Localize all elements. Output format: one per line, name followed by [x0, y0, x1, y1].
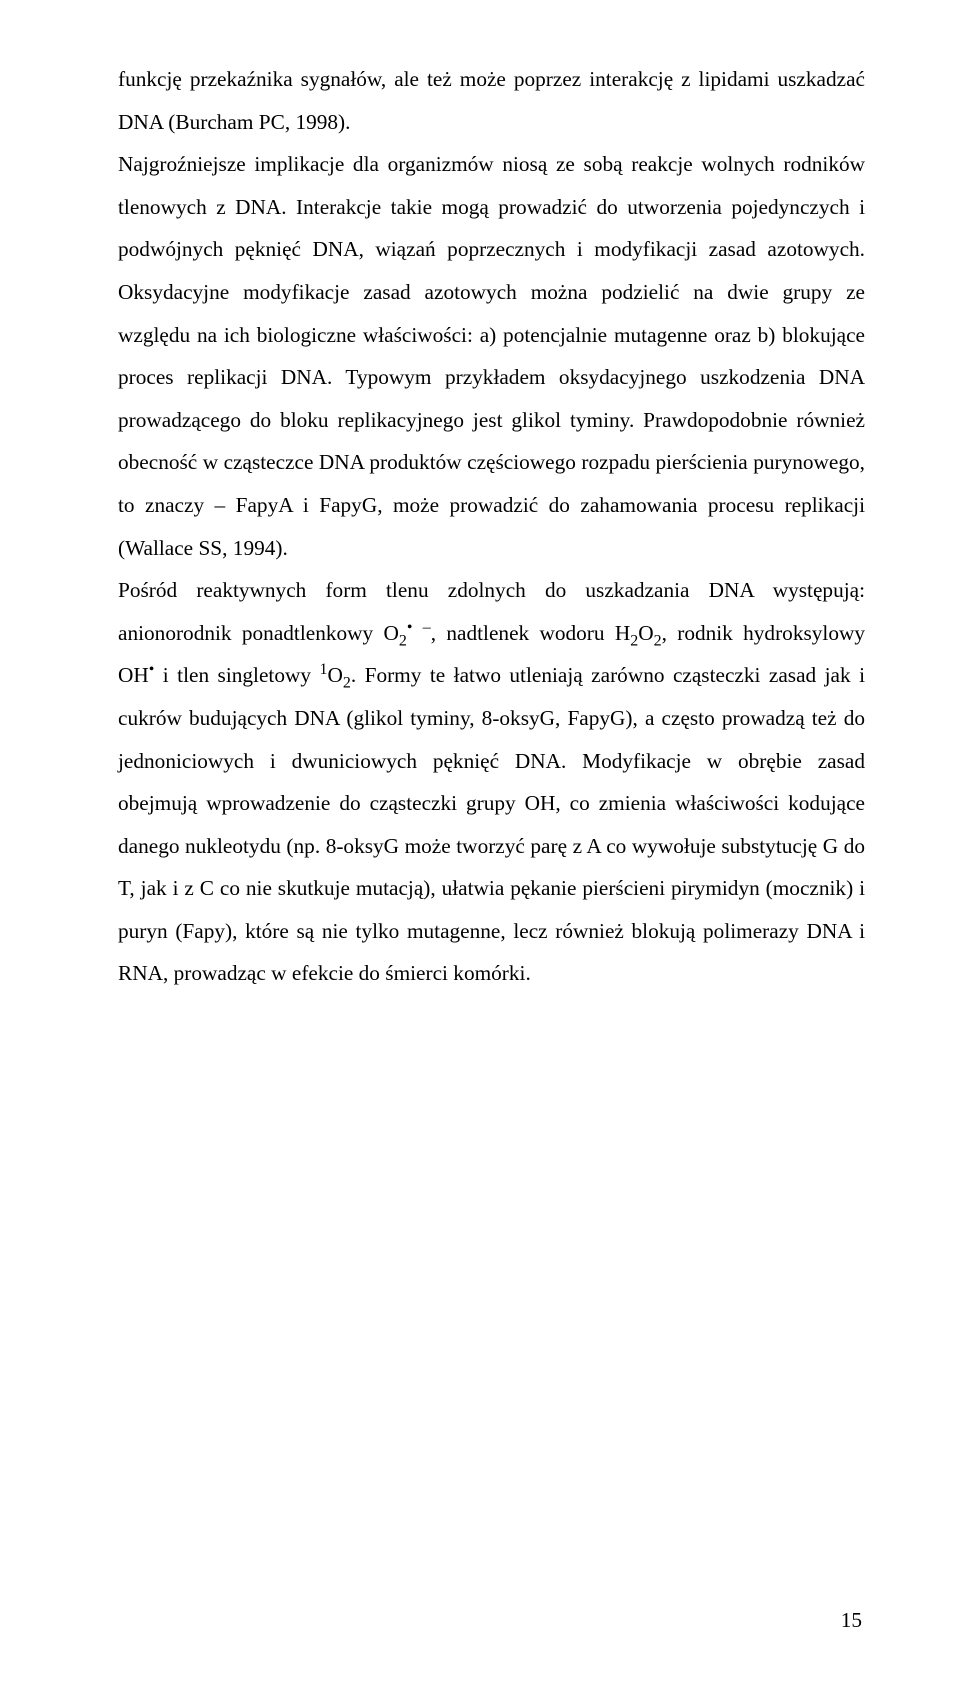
paragraph-3-part6: O: [327, 663, 342, 687]
subscript-2c: 2: [654, 632, 662, 649]
paragraph-2: Najgroźniejsze implikacje dla organizmów…: [118, 152, 865, 559]
page-number: 15: [841, 1608, 862, 1633]
superscript-minus: –: [423, 619, 431, 636]
paragraph-3-part2: , nadtlenek wodoru H: [431, 621, 630, 645]
body-text: funkcję przekaźnika sygnałów, ale też mo…: [118, 58, 865, 995]
paragraph-3-part7: . Formy te łatwo utleniają zarówno cząst…: [118, 663, 865, 985]
document-page: funkcję przekaźnika sygnałów, ale też mo…: [0, 0, 960, 1701]
subscript-2a: 2: [399, 632, 407, 649]
paragraph-3-part3: O: [638, 621, 653, 645]
superscript-dot1: •: [407, 619, 413, 636]
subscript-2d: 2: [343, 675, 351, 692]
paragraph-1: funkcję przekaźnika sygnałów, ale też mo…: [118, 67, 865, 134]
paragraph-3-part5: i tlen singletowy: [154, 663, 319, 687]
